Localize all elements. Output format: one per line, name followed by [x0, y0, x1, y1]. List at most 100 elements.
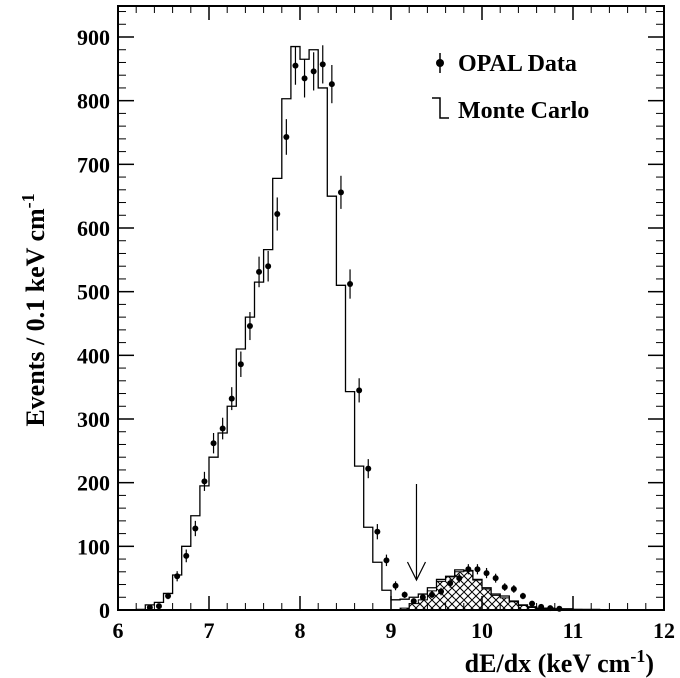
data-marker	[438, 588, 445, 595]
data-point	[374, 524, 381, 540]
data-marker	[401, 591, 408, 598]
data-marker	[483, 570, 490, 577]
data-marker	[419, 594, 426, 601]
data-point	[419, 594, 426, 601]
data-point	[183, 549, 190, 563]
data-point	[146, 604, 153, 611]
data-point	[483, 567, 490, 579]
data-marker	[274, 210, 281, 217]
data-point	[210, 433, 217, 454]
data-point	[155, 603, 162, 610]
legend-mc-symbol	[432, 97, 449, 119]
data-point	[283, 119, 290, 155]
data-point	[529, 600, 536, 607]
data-point	[465, 564, 472, 575]
data-point	[410, 598, 417, 605]
data-marker	[319, 61, 326, 68]
x-tick-label: 6	[113, 618, 124, 643]
hatched-bin	[454, 571, 464, 610]
data-point	[383, 554, 390, 567]
data-point	[447, 578, 454, 588]
data-point	[365, 459, 372, 479]
x-tick-label: 11	[563, 618, 584, 643]
hatched-bin	[509, 601, 519, 610]
data-marker	[192, 525, 199, 532]
data-marker	[529, 600, 536, 607]
data-point	[265, 250, 272, 282]
data-marker	[337, 189, 344, 196]
y-tick-label: 400	[77, 343, 110, 368]
data-point	[165, 592, 172, 600]
data-marker	[292, 62, 299, 69]
y-tick-label: 800	[77, 89, 110, 114]
data-point	[256, 256, 263, 288]
data-marker	[538, 603, 545, 610]
axes: 6 7 8 9 10 11 12 0 100 200 300 400 500 600 700 800 900	[77, 6, 675, 643]
data-point	[401, 591, 408, 598]
y-axis-title: Events / 0.1 keV cm-1	[18, 193, 50, 426]
legend-label-opal-data: OPAL Data	[458, 51, 577, 77]
data-marker	[283, 133, 290, 140]
data-point	[201, 471, 208, 491]
plot-frame	[117, 5, 665, 611]
data-point	[328, 65, 335, 104]
data-marker	[456, 575, 463, 582]
opal-data-series	[146, 45, 563, 612]
data-marker	[210, 440, 217, 447]
data-point	[356, 378, 363, 403]
data-point	[428, 591, 435, 598]
data-marker	[447, 580, 454, 587]
hatched-bin	[491, 595, 501, 610]
data-marker	[174, 573, 181, 580]
data-marker	[510, 585, 517, 592]
data-point	[174, 571, 181, 582]
data-marker	[556, 605, 563, 612]
data-marker	[356, 387, 363, 394]
data-point	[456, 573, 463, 583]
hatched-bin	[500, 597, 510, 610]
x-axis-title-sup: -1	[630, 646, 645, 666]
data-point	[556, 605, 563, 612]
data-point	[301, 59, 308, 98]
monte-carlo-series	[136, 45, 601, 611]
y-tick-label: 0	[99, 598, 110, 623]
data-marker	[155, 603, 162, 610]
hatched-bin	[527, 607, 537, 610]
data-marker	[410, 598, 417, 605]
data-point	[474, 564, 481, 575]
y-axis-title-sup: -1	[18, 193, 38, 208]
data-point	[319, 45, 326, 84]
data-marker	[301, 75, 308, 82]
hatched-bin	[445, 576, 455, 610]
data-marker	[347, 281, 354, 288]
data-point	[438, 587, 445, 596]
hatched-bin	[400, 608, 410, 610]
y-tick-label: 900	[77, 25, 110, 50]
y-tick-label: 200	[77, 471, 110, 496]
data-point	[337, 175, 344, 209]
cut-arrow-head	[406, 561, 427, 582]
data-point	[228, 387, 235, 411]
data-point	[237, 351, 244, 377]
legend-label-monte-carlo: Monte Carlo	[458, 98, 589, 124]
hatched-bin	[518, 605, 528, 610]
hatched-bin	[472, 580, 482, 610]
data-marker	[374, 528, 381, 535]
data-point	[292, 46, 299, 85]
data-marker	[501, 584, 508, 591]
data-marker	[492, 575, 499, 582]
y-tick-label: 700	[77, 152, 110, 177]
hatched-bin	[418, 599, 428, 610]
data-marker	[165, 592, 172, 599]
data-point	[519, 592, 526, 600]
data-marker	[265, 263, 272, 270]
x-axis-title: dE/dx (keV cm-1)	[465, 646, 654, 678]
data-point	[392, 581, 399, 591]
x-tick-label: 9	[386, 618, 397, 643]
data-point	[192, 520, 199, 537]
hatched-bin	[409, 603, 419, 610]
data-marker	[256, 268, 263, 275]
data-point	[501, 583, 508, 591]
data-marker	[310, 68, 317, 75]
y-axis-title-main: Events / 0.1 keV cm	[21, 208, 50, 427]
